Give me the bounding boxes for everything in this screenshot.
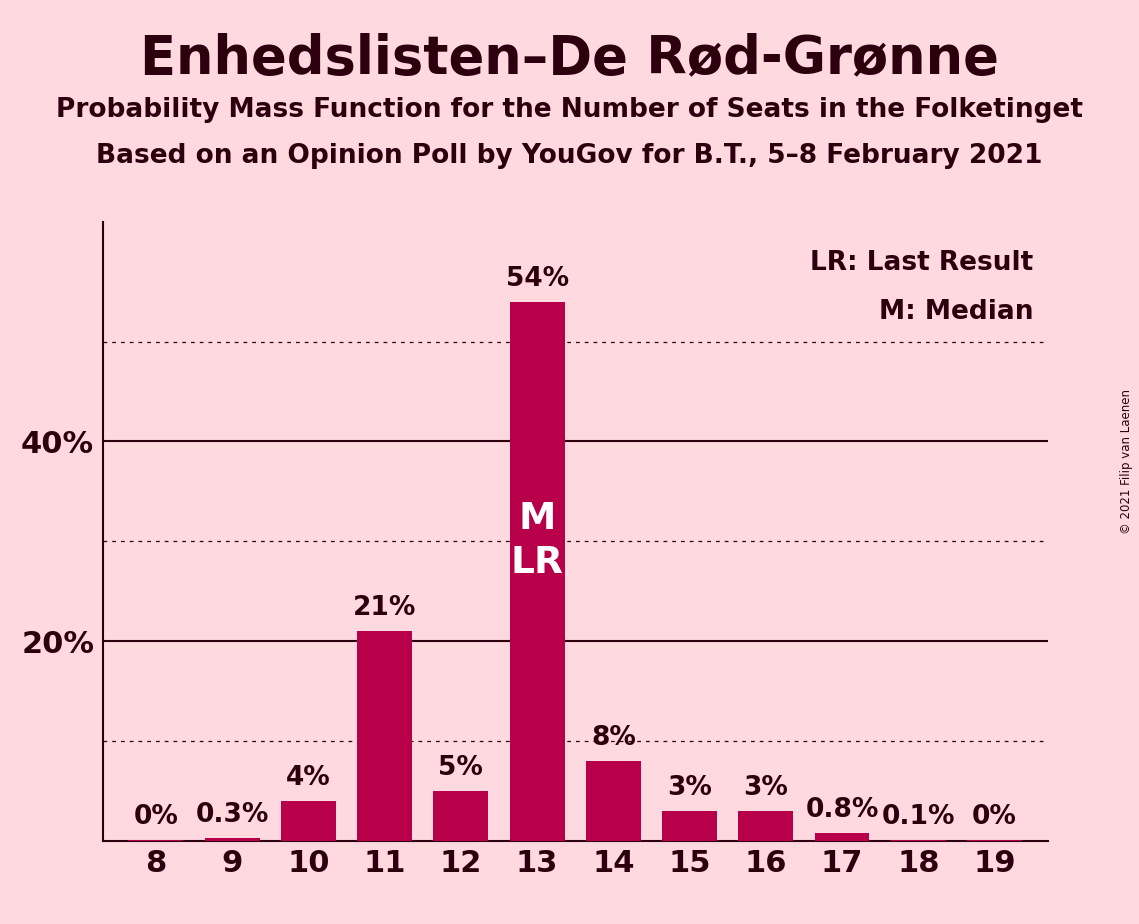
Bar: [738, 811, 793, 841]
Text: M
LR: M LR: [510, 501, 564, 581]
Text: 0%: 0%: [972, 805, 1017, 831]
Bar: [509, 301, 565, 841]
Text: LR: Last Result: LR: Last Result: [811, 249, 1034, 275]
Text: 5%: 5%: [439, 755, 483, 781]
Text: 0%: 0%: [133, 805, 179, 831]
Bar: [585, 761, 641, 841]
Text: Enhedslisten–De Rød-Grønne: Enhedslisten–De Rød-Grønne: [140, 32, 999, 84]
Bar: [814, 833, 869, 841]
Bar: [281, 801, 336, 841]
Text: Based on an Opinion Poll by YouGov for B.T., 5–8 February 2021: Based on an Opinion Poll by YouGov for B…: [97, 143, 1042, 169]
Text: 0.3%: 0.3%: [196, 802, 269, 828]
Text: 0.1%: 0.1%: [882, 804, 954, 830]
Text: © 2021 Filip van Laenen: © 2021 Filip van Laenen: [1121, 390, 1133, 534]
Bar: [662, 811, 718, 841]
Bar: [205, 838, 260, 841]
Text: 54%: 54%: [506, 266, 568, 292]
Text: 3%: 3%: [744, 775, 788, 801]
Bar: [891, 840, 945, 841]
Text: Probability Mass Function for the Number of Seats in the Folketinget: Probability Mass Function for the Number…: [56, 97, 1083, 123]
Bar: [358, 631, 412, 841]
Text: 8%: 8%: [591, 725, 636, 751]
Text: 3%: 3%: [667, 775, 712, 801]
Text: M: Median: M: Median: [879, 299, 1034, 325]
Text: 0.8%: 0.8%: [805, 796, 878, 823]
Bar: [434, 791, 489, 841]
Text: 21%: 21%: [353, 595, 416, 621]
Text: 4%: 4%: [286, 765, 330, 791]
